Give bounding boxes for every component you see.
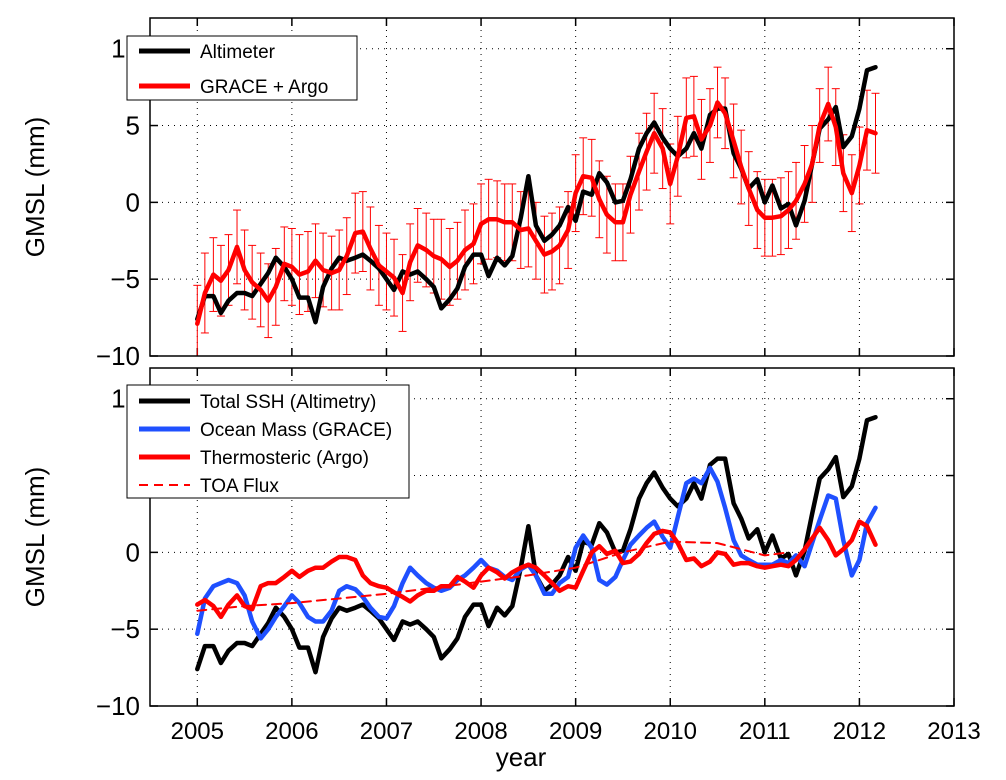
x-tick-label: 2012: [833, 718, 886, 745]
y-tick-label: −5: [110, 264, 140, 294]
x-tick-label: 2013: [927, 718, 980, 745]
y-tick-label: −10: [96, 691, 140, 721]
bottom-legend-box: [126, 384, 410, 499]
y-tick-label: −10: [96, 341, 140, 371]
y-tick-label: 5: [126, 111, 140, 141]
legend-label-grace-argo: GRACE + Argo: [200, 77, 328, 98]
top-series: [193, 64, 880, 357]
legend-label-thermosteric: Thermosteric (Argo): [200, 448, 369, 469]
y-tick-label: 0: [126, 537, 140, 567]
ocean-mass-grace-line: [195, 465, 878, 641]
thermosteric-argo-line: [195, 519, 878, 620]
legend-label-total-ssh: Total SSH (Altimetry): [200, 392, 376, 413]
top-axes-frame: [149, 17, 955, 357]
x-tick-label: 2009: [549, 718, 602, 745]
x-tick-label: 2006: [265, 718, 318, 745]
x-axis-label: year: [496, 742, 547, 772]
grace-argo-line: [195, 100, 878, 326]
bottom-series: [195, 414, 878, 675]
x-tick-label: 2010: [644, 718, 697, 745]
toa-flux-line: [196, 540, 790, 612]
bottom-legend: Total SSH (Altimetry) Ocean Mass (GRACE)…: [126, 384, 410, 499]
x-tick-label: 2007: [360, 718, 413, 745]
bottom-x-tick-labels: 2005 2006 2007 2008 2009 2010 2011 2012 2013: [171, 718, 981, 745]
x-tick-label: 2005: [171, 718, 224, 745]
bottom-y-axis-label: GMSL (mm): [20, 467, 50, 608]
x-tick-label: 2008: [454, 718, 507, 745]
legend-label-altimeter: Altimeter: [200, 42, 276, 63]
top-legend-box: [126, 35, 358, 101]
legend-label-ocean-mass: Ocean Mass (GRACE): [200, 420, 392, 441]
bottom-axes-frame: [149, 367, 955, 707]
y-tick-label: −5: [110, 614, 140, 644]
top-y-axis-label: GMSL (mm): [20, 117, 50, 258]
legend-label-toa-flux: TOA Flux: [200, 476, 279, 497]
top-legend: Altimeter GRACE + Argo: [126, 35, 358, 101]
y-tick-label: 0: [126, 187, 140, 217]
altimeter-line: [195, 64, 878, 325]
x-tick-label: 2011: [739, 718, 791, 745]
